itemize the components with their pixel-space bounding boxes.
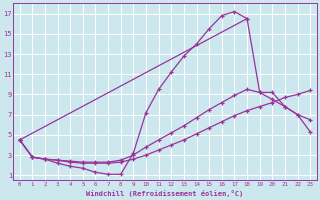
X-axis label: Windchill (Refroidissement éolien,°C): Windchill (Refroidissement éolien,°C) — [86, 190, 244, 197]
